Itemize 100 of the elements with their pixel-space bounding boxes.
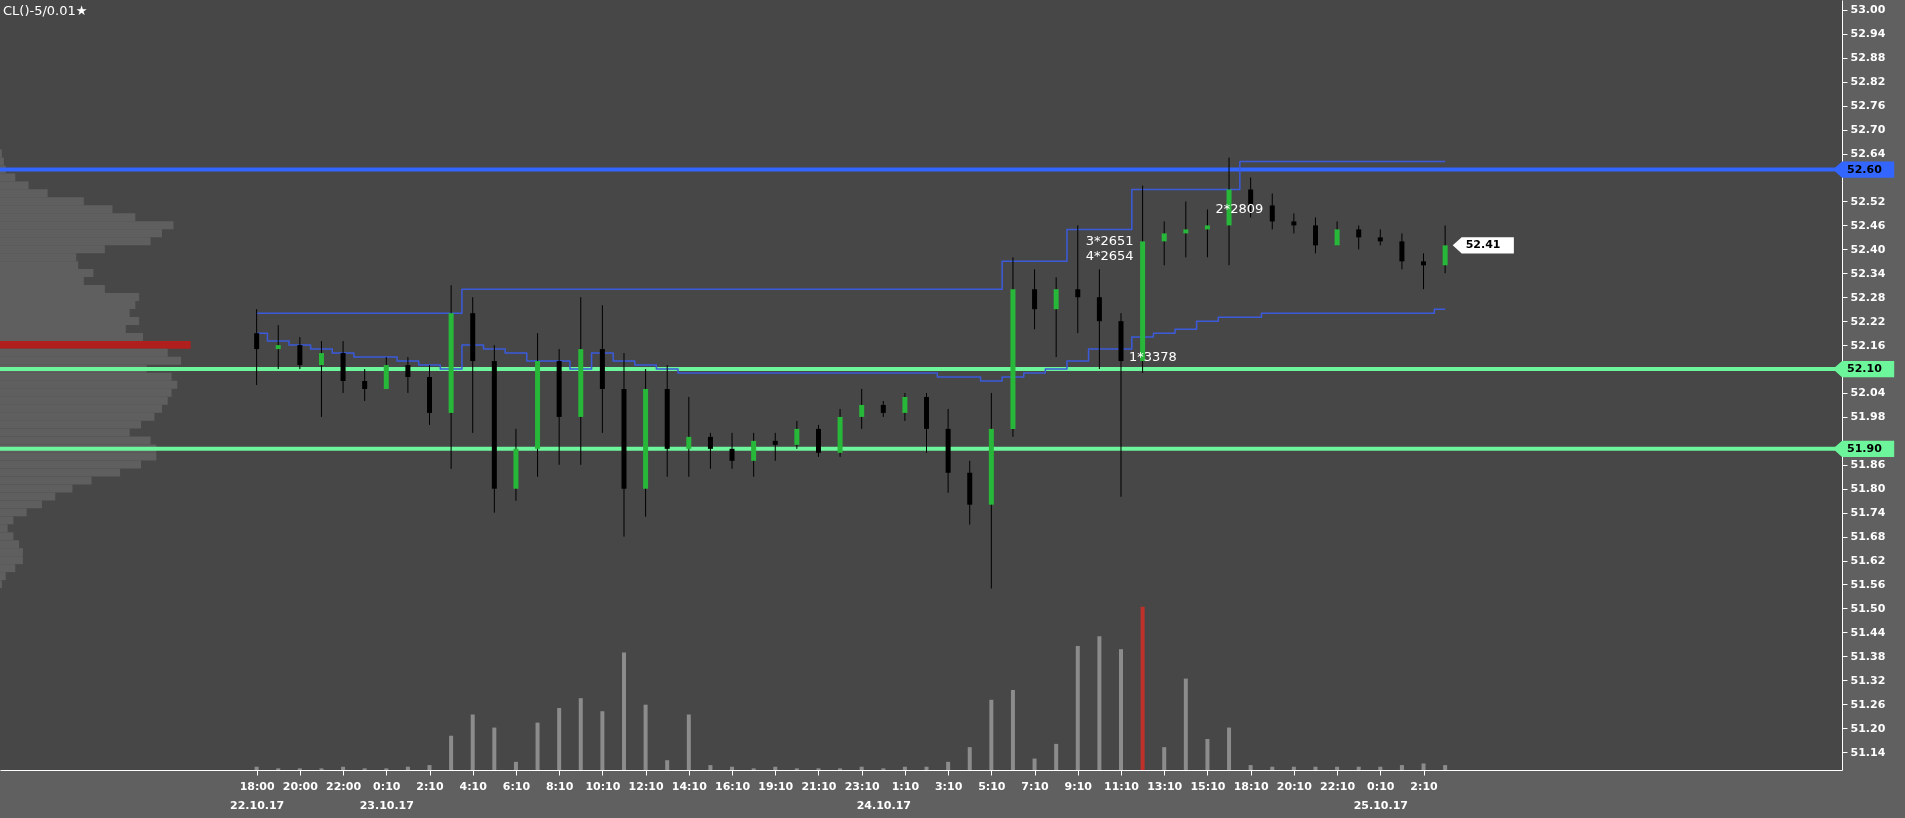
x-tick-label: 2:10 [1410,779,1439,793]
bar [1075,645,1080,770]
y-tick-label: 52.22 [1850,314,1886,328]
y-tick-label: 51.74 [1850,506,1886,520]
annotation: 3*2651 [1085,233,1134,249]
candlestick [297,336,303,370]
y-tick-label: 51.80 [1850,482,1886,496]
y-tick-label: 51.56 [1850,577,1886,591]
bar [0,340,191,349]
y-tick-label: 52.88 [1850,51,1886,65]
x-tick-label: 5:10 [978,779,1006,793]
x-tick-label: 0:10 [1367,779,1395,793]
candlestick [405,356,411,394]
y-tick-label: 52.64 [1850,147,1886,161]
bar [1313,766,1318,770]
bar [1140,606,1145,770]
bar [1205,738,1210,770]
candlestick [772,432,778,462]
bar [1248,765,1253,770]
bar [902,766,907,770]
bar [470,714,475,770]
bar [686,714,691,770]
x-tick-label: 22:10 [1320,779,1356,793]
x-tick-label: 12:10 [628,779,664,793]
x-tick-label: 2:10 [416,779,445,793]
bar [1335,766,1340,770]
x-tick-label: 18:00 [239,779,275,793]
bar [513,761,518,770]
y-tick-label: 52.70 [1850,123,1886,137]
bar [341,766,346,770]
y-tick-label: 52.76 [1850,99,1886,113]
candlestick [815,424,821,458]
bar [1097,636,1102,770]
bar [1399,765,1404,770]
bar [535,722,540,770]
candlestick [1075,224,1081,334]
y-tick-label: 51.14 [1850,745,1886,759]
y-tick-label: 52.52 [1850,194,1886,208]
candlestick [1269,193,1275,230]
x-tick-label: 14:10 [671,779,708,793]
x-tick-label: 1:10 [891,779,920,793]
y-tick-label: 52.82 [1850,75,1886,89]
y-tick-label: 51.68 [1850,530,1886,544]
x-tick-label: 23.10.17 [359,798,414,812]
x-tick-label: 13:10 [1147,779,1183,793]
candlestick [794,420,800,450]
bar [1227,727,1232,770]
y-tick-label: 51.50 [1850,601,1886,615]
bar [665,760,670,770]
x-tick-label: 16:10 [715,779,751,793]
text: 52.41 [1465,238,1501,252]
x-tick-label: 4:10 [459,779,488,793]
y-tick-label: 51.86 [1850,458,1886,472]
y-tick-label: 51.98 [1850,410,1886,424]
bar [254,766,259,770]
bar [1010,690,1015,770]
bar [989,699,994,770]
bar [1356,766,1361,770]
bar [730,766,735,770]
bar [449,735,454,770]
x-tick-label: 18:10 [1233,779,1270,793]
candlestick [1183,200,1189,258]
candlestick [254,308,260,386]
x-tick-label: 15:10 [1190,779,1226,793]
candlestick [729,432,735,470]
bar [643,704,648,770]
candlestick [1161,220,1167,266]
y-tick-label: 53.00 [1850,3,1886,17]
candlestick [318,340,324,418]
x-tick-label: 20:10 [1276,779,1313,793]
bar [621,652,626,770]
x-tick-label: 6:10 [502,779,531,793]
ref-line-label: 51.90 [1847,441,1883,455]
x-tick-label: 0:10 [373,779,401,793]
bar [1443,765,1448,770]
chart-title: CL()-5/0.01★ [3,3,88,18]
y-tick-label: 51.26 [1850,697,1886,711]
x-tick-label: 3:10 [934,779,963,793]
bar [405,766,410,770]
candlestick [1204,208,1210,258]
x-tick-label: 21:10 [801,779,837,793]
x-tick-label: 9:10 [1064,779,1093,793]
candlestick [1442,224,1448,274]
candlestick [1032,268,1038,330]
candlestick [686,396,692,478]
candlestick [362,368,368,402]
candlestick [859,388,865,430]
bar [1032,758,1037,770]
candlestick [1356,224,1362,250]
bar [773,766,778,770]
x-tick-label: 23:10 [844,779,881,793]
y-tick-label: 51.20 [1850,721,1886,735]
candlestick [1399,232,1405,270]
bar [924,766,929,770]
bar [946,761,951,770]
candlestick [751,432,757,478]
bar [859,766,864,770]
y-tick-label: 52.46 [1850,218,1886,232]
x-tick-label: 25.10.17 [1353,798,1408,812]
y-tick-label: 51.38 [1850,649,1886,663]
